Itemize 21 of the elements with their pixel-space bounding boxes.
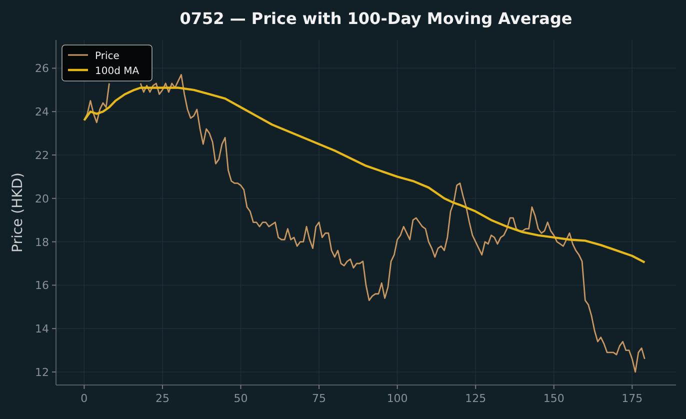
line-series xyxy=(83,86,646,264)
legend-label: Price xyxy=(95,51,120,62)
x-tick-label: 50 xyxy=(234,392,248,405)
y-axis-title: Price (HKD) xyxy=(10,172,26,253)
x-tick-label: 75 xyxy=(312,392,326,405)
y-tick-label: 12 xyxy=(35,366,49,379)
y-tick-label: 18 xyxy=(35,236,49,249)
x-tick-label: 175 xyxy=(622,392,643,405)
y-tick-label: 16 xyxy=(35,279,49,292)
y-tick-label: 24 xyxy=(35,106,49,119)
y-tick-label: 20 xyxy=(35,192,49,206)
x-tick-label: 100 xyxy=(386,392,408,405)
y-tick-label: 14 xyxy=(35,322,49,336)
x-tick-label: 125 xyxy=(465,392,486,405)
legend-label: 100d MA xyxy=(95,66,140,77)
y-tick-label: 26 xyxy=(35,62,49,76)
x-tick-label: 25 xyxy=(155,392,170,405)
chart-title: 0752 — Price with 100-Day Moving Average xyxy=(180,9,572,28)
x-tick-label: 150 xyxy=(543,392,564,405)
y-tick-label: 22 xyxy=(35,149,49,162)
x-tick-label: 0 xyxy=(80,392,88,405)
